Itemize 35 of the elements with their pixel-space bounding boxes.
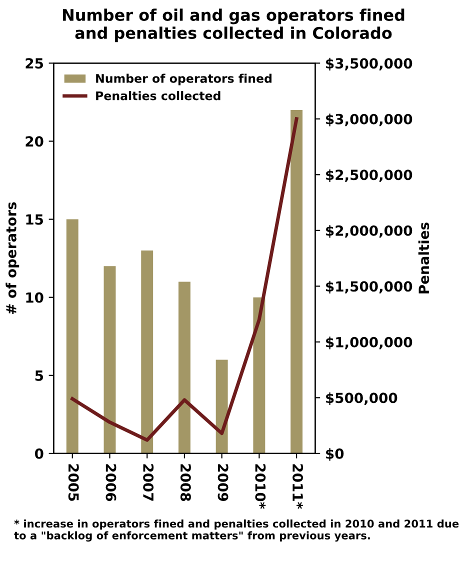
y-tick-label: 20 [26,136,44,147]
y-tick-label: 0 [34,448,44,459]
y-tick-label: 10 [26,292,44,303]
y2-tick-label: $3,500,000 [326,58,412,70]
x-tick-label: 2011* [292,464,304,509]
chart-title: Number of oil and gas operators fined and penalties collected in Colorado [62,8,404,42]
x-tick-label: 2010* [255,464,266,509]
y-tick-label: 25 [26,58,44,69]
y-tick-label: 15 [26,214,44,225]
y2-tick-label: $0 [326,448,344,461]
text: * increase in operators fined and penalties collected in 2010 and 2011 due to a "backlog of enforcement matters" from previous years. [14,519,459,542]
bar [178,282,190,454]
legend-label: Number of operators fined [96,74,272,86]
y2-tick-label: $1,000,000 [326,336,412,350]
x-tick-label: 2008 [180,464,191,501]
y2-tick-label: $500,000 [326,392,398,406]
x-tick-label: 2005 [68,464,79,501]
y2-axis-title: Penalties [418,222,430,294]
bar [104,266,116,454]
x-tick-label: 2006 [106,464,116,502]
bar [290,110,303,454]
line-series [70,117,298,442]
bar [216,360,228,454]
legend-label: Penalties collected [96,91,220,100]
y-tick-label: 5 [35,370,44,381]
bar [253,297,266,454]
y2-tick-label: $2,500,000 [326,169,412,182]
x-tick-label: 2009 [218,464,228,501]
y-axis-title: # of operators [6,202,20,314]
bar [66,219,78,454]
y2-tick-label: $2,000,000 [326,225,412,238]
bar [141,250,154,454]
y2-tick-label: $3,000,000 [326,114,412,126]
y2-tick-label: $1,500,000 [326,280,412,294]
x-tick-label: 2007 [143,464,154,501]
